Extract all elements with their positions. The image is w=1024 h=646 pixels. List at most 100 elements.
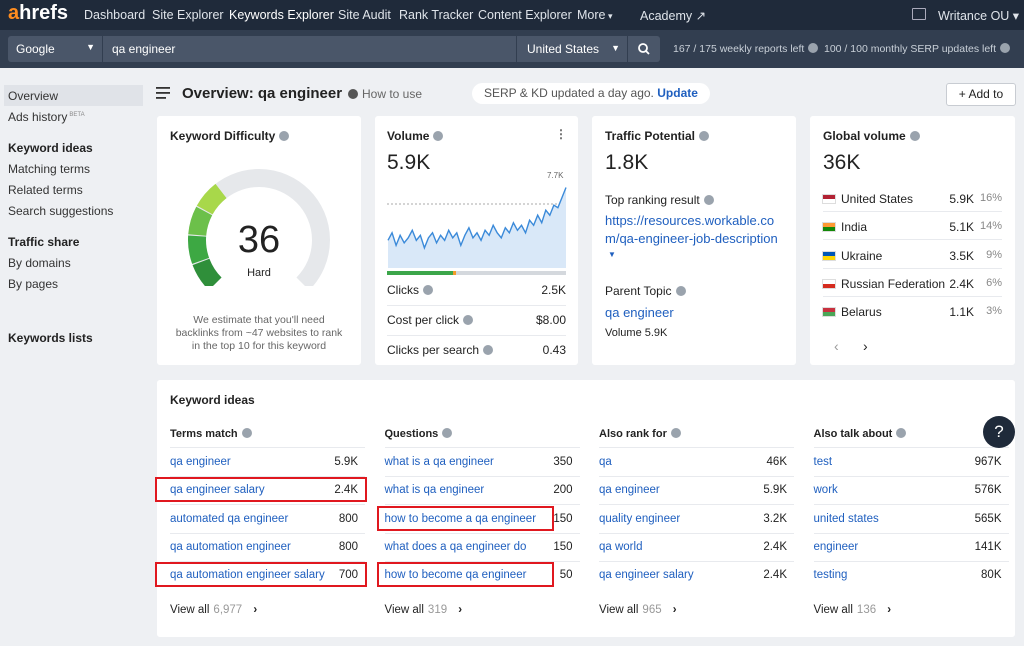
keyword[interactable]: what is qa engineer — [384, 484, 485, 497]
sidebar-link[interactable]: By pages — [8, 277, 59, 291]
sidebar-overview[interactable]: Overview — [8, 89, 59, 103]
country-share: 3% — [986, 305, 1002, 318]
nav-item[interactable]: Keywords Explorer — [229, 8, 334, 22]
search-button[interactable] — [628, 36, 660, 62]
sidebar-link[interactable]: Related terms — [8, 183, 83, 197]
nav-item[interactable]: Dashboard — [84, 8, 146, 22]
kd-title: Keyword Difficulty — [170, 129, 276, 143]
logo[interactable]: ahrefs — [8, 2, 68, 25]
keyword-volume: 565K — [974, 512, 1002, 525]
column-title: Also rank for — [599, 428, 681, 440]
how-to-use[interactable]: How to use — [348, 87, 422, 101]
top-result-url[interactable]: https://resources.workable.com/qa-engine… — [605, 213, 778, 246]
page-title: Overview: qa engineer — [182, 85, 343, 102]
nav-item[interactable]: Site Explorer — [152, 8, 224, 22]
reports-text: 167 / 175 weekly reports left — [673, 43, 805, 55]
expand-caret[interactable]: ▼ — [608, 250, 616, 259]
menu-icon[interactable] — [156, 87, 170, 99]
keyword-volume: 80K — [981, 569, 1002, 582]
sidebar-link[interactable]: Matching terms — [8, 162, 91, 176]
card-title: Global volume — [823, 129, 920, 143]
prev-arrow[interactable]: ‹ — [834, 338, 839, 354]
keyword[interactable]: how to become a qa engineer — [384, 512, 537, 525]
keyword[interactable]: qa engineer — [170, 456, 231, 468]
keyword[interactable]: automated qa engineer — [170, 512, 289, 525]
traffic-card: Traffic Potential 1.8K Top ranking resul… — [592, 116, 796, 365]
parent-topic[interactable]: qa engineer — [605, 305, 674, 320]
metric-label: Clicks per search — [387, 343, 494, 357]
keyword[interactable]: qa engineer salary — [599, 569, 694, 582]
update-link[interactable]: Update — [657, 86, 698, 100]
query-input[interactable]: qa engineer — [103, 36, 516, 62]
trend-line — [387, 187, 567, 250]
logo-rest: hrefs — [19, 2, 69, 24]
keyword-volume: 800 — [338, 540, 358, 553]
add-to-button[interactable]: + Add to — [946, 83, 1016, 106]
sidebar-ads[interactable]: Ads history BETA — [8, 110, 85, 124]
keyword-volume: 5.9K — [763, 484, 787, 497]
more-menu[interactable]: ⋮ — [555, 127, 567, 141]
help-button[interactable]: ? — [983, 416, 1015, 448]
view-all-text: View all — [170, 604, 210, 616]
engine-select[interactable]: Google ▼ — [8, 36, 102, 62]
keyword[interactable]: qa world — [599, 540, 643, 553]
keyword[interactable]: what is a qa engineer — [384, 456, 494, 468]
separator — [823, 267, 1002, 269]
keyword-volume: 150 — [553, 512, 573, 525]
view-all[interactable]: View all 6,977 › — [170, 604, 258, 616]
sidebar-heading: Keyword ideas — [8, 141, 93, 155]
separator — [599, 447, 794, 448]
sidebar-link[interactable]: Search suggestions — [8, 204, 114, 218]
keyword-volume: 2.4K — [334, 484, 358, 497]
nav-item[interactable]: More ▾ — [577, 8, 613, 22]
keyword[interactable]: engineer — [813, 540, 859, 553]
view-all[interactable]: View all 319 › — [384, 604, 463, 616]
keyword[interactable]: qa engineer — [599, 484, 660, 497]
monitor-icon[interactable] — [912, 8, 926, 20]
account[interactable]: Writance OU ▾ — [938, 9, 1020, 23]
next-arrow[interactable]: › — [863, 338, 868, 354]
keyword[interactable]: test — [813, 456, 833, 468]
nav-item[interactable]: Content Explorer — [478, 8, 572, 22]
sidebar-link[interactable]: By domains — [8, 256, 71, 270]
volume-title: Volume — [387, 129, 430, 143]
keyword[interactable]: qa automation engineer — [170, 540, 291, 553]
keyword-volume: 576K — [974, 484, 1002, 497]
keyword[interactable]: qa automation engineer salary — [170, 569, 325, 582]
query: qa engineer — [112, 42, 176, 56]
separator — [813, 504, 1009, 506]
keyword[interactable]: what does a qa engineer do — [384, 540, 527, 553]
keyword[interactable]: united states — [813, 512, 879, 525]
beta: BETA — [69, 112, 85, 118]
country-select[interactable]: United States ▼ — [517, 36, 627, 62]
separator — [813, 447, 1009, 448]
keyword-volume: 800 — [338, 512, 358, 525]
clicks-bar — [387, 271, 453, 275]
separator — [599, 560, 794, 562]
view-all[interactable]: View all 136 › — [813, 604, 892, 616]
keyword[interactable]: qa engineer salary — [170, 484, 265, 497]
nav-item[interactable]: Rank Tracker — [399, 8, 474, 22]
sidebar-heading[interactable]: Keywords lists — [8, 331, 93, 345]
keyword[interactable]: testing — [813, 569, 848, 582]
keyword[interactable]: how to become qa engineer — [384, 569, 527, 582]
gauge-value — [196, 183, 227, 215]
keyword[interactable]: work — [813, 484, 838, 497]
country-name: Ukraine — [841, 248, 883, 263]
update-note: SERP & KD updated a day ago. — [484, 86, 654, 100]
trend-max: 7.7K — [547, 171, 564, 180]
keyword[interactable]: qa — [599, 456, 612, 468]
separator — [170, 532, 365, 534]
label-text: Top ranking result — [605, 193, 700, 207]
academy[interactable]: Academy ↗ — [640, 9, 707, 23]
view-all[interactable]: View all 965 › — [599, 604, 677, 616]
flag — [822, 222, 836, 233]
nav-item[interactable]: Site Audit — [338, 8, 391, 22]
keyword[interactable]: quality engineer — [599, 512, 681, 525]
separator — [813, 476, 1009, 477]
metric-value: 0.43 — [542, 343, 566, 357]
card-title: Keyword Difficulty — [170, 129, 290, 143]
metric-value: 2.5K — [541, 283, 566, 297]
view-all-text: View all — [813, 604, 853, 616]
